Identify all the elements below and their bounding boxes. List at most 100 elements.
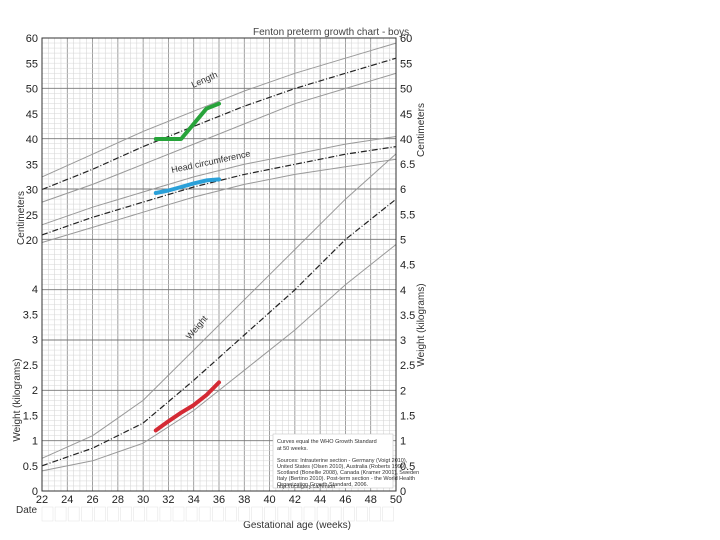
length_cm-p3-curve [41,72,397,203]
y-label-right-top: Centimeters [416,103,427,157]
date-box [107,506,119,522]
length_cm-p50-curve [41,57,397,191]
x-tick-label: 24 [61,494,73,506]
x-tick-label: 44 [314,494,326,506]
kg-tick-right: 6.5 [400,159,415,171]
weight_kg-p50-curve [41,198,397,467]
cm-tick-left: 45 [26,109,38,121]
date-box [120,506,132,522]
date-box [329,506,342,522]
x-tick-label: 28 [112,494,124,506]
y-label-left-top: Centimeters [16,191,27,245]
y-label-right-bottom: Weight (kilograms) [416,283,427,366]
date-box [212,506,224,522]
date-box [94,506,106,522]
kg-tick-right: 0.5 [400,461,415,473]
x-tick-label: 32 [162,494,174,506]
note-line: at 50 weeks. [277,446,308,452]
date-box [290,506,303,522]
head_cm-p50-curve [41,146,397,236]
note-line: Sources: Intrauterine section - Germany … [277,458,408,464]
cm-tick-left: 60 [26,33,38,45]
x-tick-label: 36 [213,494,225,506]
cm-tick-left: 55 [26,58,38,70]
note-line: Curves equal the WHO Growth Standard [277,439,377,445]
patient-series-length [153,101,221,141]
date-box [356,506,368,522]
chart-title: Fenton preterm growth chart - boys [253,27,409,38]
kg-tick-left: 2.5 [23,360,38,372]
kg-tick-right: 3.5 [400,310,415,322]
cm-tick-right: 40 [400,134,412,146]
note-url: http://ucalgary.ca/fenton [277,484,335,490]
x-tick-label: 38 [238,494,250,506]
kg-tick-right: 5.5 [400,209,415,221]
note-line: Organization Growth Standard, 2006. [277,482,369,488]
cm-tick-left: 30 [26,185,38,197]
date-box [133,506,145,522]
kg-tick-right: 1 [400,436,406,448]
kg-tick-right: 2 [400,385,406,397]
kg-tick-left: 2 [32,385,38,397]
date-box [172,506,185,522]
patient-series-weight [153,380,221,433]
date-box [67,506,80,522]
date-label: Date [16,505,38,516]
date-box [369,506,381,522]
x-tick-label: 34 [188,494,200,506]
date-box [159,506,172,522]
kg-tick-right: 3 [400,335,406,347]
kg-tick-left: 1 [32,436,38,448]
date-box [303,506,316,522]
date-box [185,506,198,522]
cm-tick-left: 25 [26,210,38,222]
cm-tick-right: 55 [400,58,412,70]
note-line: Italy (Bertino 2010). Post-term section … [277,476,415,482]
date-box [382,506,394,522]
date-box [146,506,159,522]
x-tick-label: 48 [365,494,377,506]
cm-tick-left: 50 [26,84,38,96]
kg-tick-right: 2.5 [400,360,415,372]
kg-tick-left: 3.5 [23,309,38,321]
weight_kg-p3-curve [41,244,397,472]
date-box [54,506,67,522]
kg-tick-right: 4 [400,285,406,297]
kg-tick-right: 5 [400,234,406,246]
cm-tick-right: 60 [400,33,412,45]
kg-tick-left: 1.5 [23,410,38,422]
date-box [277,506,290,522]
x-tick-label: 50 [390,494,402,506]
date-box [41,506,54,522]
length_cm-p97-curve [41,42,397,178]
date-box [198,506,211,522]
x-tick-label: 26 [86,494,98,506]
kg-tick-left: 0.5 [23,461,38,473]
cm-tick-left: 40 [26,134,38,146]
head_cm-p97-curve [41,136,397,226]
note-line: United States (Olsen 2010), Australia (R… [277,464,408,470]
date-box [342,506,355,522]
x-tick-label: 30 [137,494,149,506]
kg-tick-left: 4 [32,284,38,296]
percentile-curves [41,42,397,472]
x-tick-label: 42 [289,494,301,506]
date-box [251,506,263,522]
cm-tick-left: 35 [26,159,38,171]
kg-tick-right: 6 [400,184,406,196]
weight_kg-p97-curve [41,153,397,459]
plot-border [41,37,397,492]
cm-tick-right: 45 [400,109,412,121]
date-box [264,506,277,522]
kg-tick-right: 4.5 [400,260,415,272]
x-tick-label: 40 [263,494,275,506]
date-box [238,506,250,522]
date-box [81,506,93,522]
tick-labels: 22 24 26 28 30 32 34 36 38 40 42 44 46 48 502025303540… [23,33,416,506]
notes-box [272,433,394,489]
date-box [316,506,329,522]
cm-tick-right: 50 [400,84,412,96]
x-tick-label: 22 [36,494,48,506]
